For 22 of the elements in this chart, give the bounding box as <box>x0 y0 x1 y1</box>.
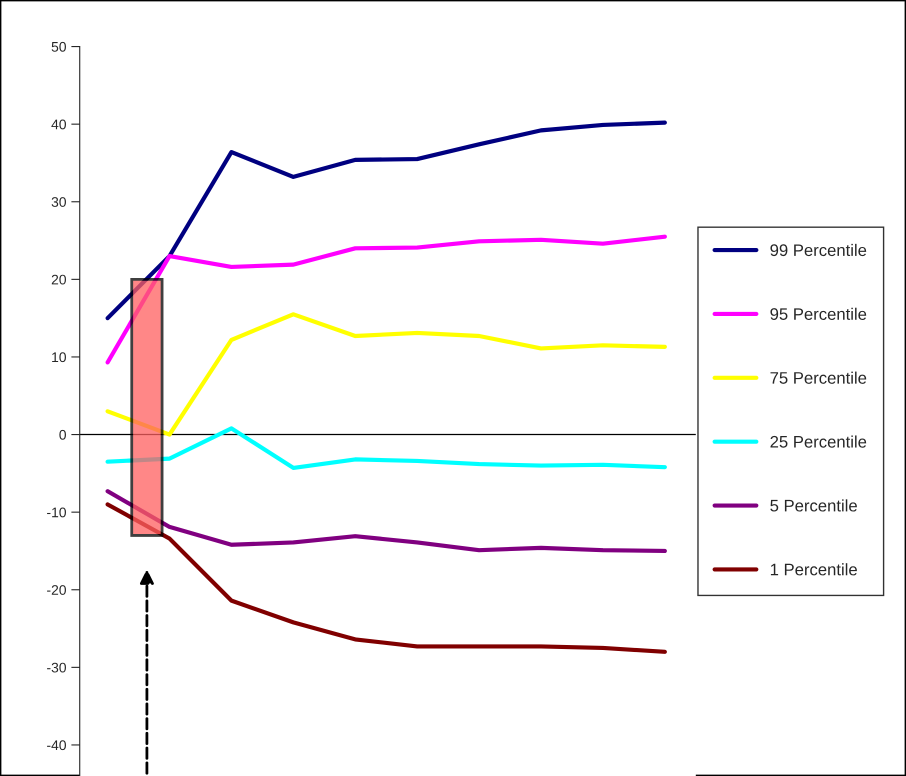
legend-label: 95 Percentile <box>770 308 866 320</box>
y-tick-label: -40 <box>47 740 66 750</box>
legend-label: 75 Percentile <box>770 372 866 384</box>
y-tick-label: 40 <box>51 119 66 130</box>
y-tick-label: 20 <box>52 274 66 285</box>
y-tick-label: 30 <box>52 197 66 207</box>
line-series <box>106 426 667 470</box>
line-series <box>106 312 667 437</box>
y-tick-label: -20 <box>47 585 66 595</box>
line-series <box>106 502 667 654</box>
line-series <box>106 234 667 364</box>
legend-label: 1 Percentile <box>770 563 857 576</box>
y-tick-label: 0 <box>59 430 66 440</box>
legend-label: 25 Percentile <box>770 435 866 448</box>
line-series <box>106 120 667 320</box>
line-series <box>106 489 667 554</box>
y-tick-label: 10 <box>52 352 66 362</box>
legend-label: 99 Percentile <box>770 244 866 256</box>
legend-label: 5 Percentile <box>770 499 857 512</box>
y-tick-label: -10 <box>47 507 66 518</box>
y-tick-label: 50 <box>52 42 66 52</box>
y-tick-label: -30 <box>47 662 66 673</box>
